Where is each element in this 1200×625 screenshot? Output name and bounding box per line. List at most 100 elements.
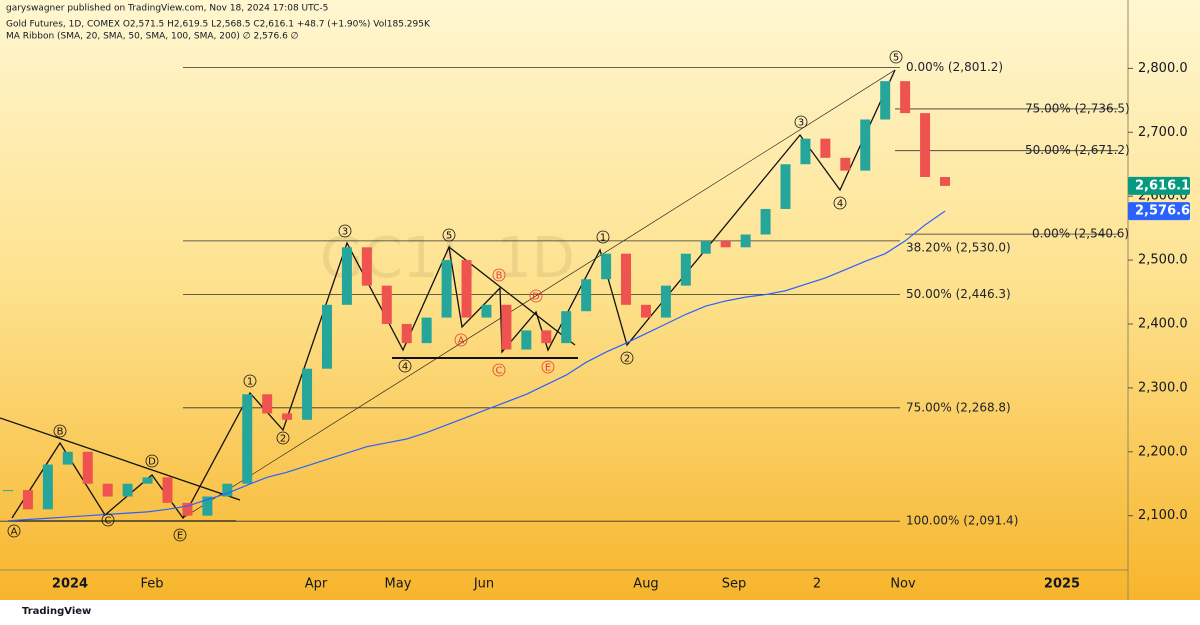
x-tick-label: 2: [813, 577, 821, 592]
wave-label: 1: [247, 377, 253, 388]
candle: [561, 311, 572, 344]
wave-circle: [145, 454, 159, 468]
candle: [740, 234, 751, 248]
wave-label: E: [545, 363, 551, 374]
wave-label: B: [496, 271, 503, 282]
x-tick-label: Jun: [473, 577, 494, 592]
wave-label: 2: [280, 434, 286, 445]
wave-circle: [541, 360, 555, 374]
x-tick-label: Nov: [890, 577, 916, 592]
candle: [840, 157, 851, 171]
wave-label: D: [532, 292, 540, 303]
y-tick-label: 2,700.0: [1138, 125, 1188, 140]
candle: [82, 451, 93, 484]
candle: [22, 490, 33, 510]
x-tick-label: May: [385, 577, 412, 592]
wave-label: D: [148, 457, 156, 468]
candle: [720, 240, 731, 248]
wave-circle: [492, 363, 506, 377]
wave-label: 3: [342, 227, 348, 238]
candle: [680, 253, 691, 286]
candle: [302, 368, 313, 420]
candle: [341, 247, 352, 305]
wave-circle: [276, 431, 290, 445]
x-tick-label: Feb: [140, 577, 163, 592]
wave-label: C: [496, 366, 503, 377]
wave-label: 3: [798, 118, 804, 129]
wave-circle: [53, 424, 67, 438]
candle: [621, 253, 632, 305]
price-tag-label: 2,616.1: [1135, 178, 1190, 193]
candle: [142, 477, 153, 484]
wave-circle: [833, 196, 847, 210]
candle: [700, 240, 711, 254]
candle: [760, 208, 771, 235]
wave-circle: [620, 351, 634, 365]
candle: [800, 138, 811, 165]
footer-logo: TradingView: [22, 606, 91, 617]
wave-circle: [454, 333, 468, 347]
wave-circle: [492, 268, 506, 282]
wave-label: 5: [446, 231, 452, 242]
candle: [581, 279, 592, 312]
fib-label: 38.20% (2,530.0): [906, 240, 1011, 254]
candle: [361, 247, 372, 286]
x-tick-label: Apr: [305, 577, 328, 592]
wave-label: 5: [893, 53, 899, 64]
candle: [900, 81, 911, 114]
candle: [262, 394, 273, 414]
wave-circle: [442, 228, 456, 242]
wave-circle: [7, 524, 21, 538]
candle: [940, 177, 950, 186]
fib-label: 50.00% (2,671.2): [1025, 143, 1130, 157]
wave-circle: [889, 50, 903, 64]
candle: [541, 330, 552, 344]
fib-label: 75.00% (2,736.5): [1025, 101, 1130, 115]
candle: [122, 483, 133, 497]
fib-label: 100.00% (2,091.4): [906, 514, 1018, 528]
candle: [860, 119, 871, 171]
fib-label: 0.00% (2,801.2): [906, 60, 1003, 74]
x-tick-label: 2024: [52, 577, 88, 592]
y-tick-label: 2,100.0: [1138, 508, 1188, 523]
publisher: garyswagner published on TradingView.com…: [6, 4, 328, 14]
y-tick-label: 2,800.0: [1138, 61, 1188, 76]
price-tag: [1128, 202, 1190, 221]
candle: [401, 323, 412, 344]
x-tick-label: 2025: [1044, 577, 1080, 592]
candle: [222, 483, 233, 497]
wave-label: E: [177, 531, 183, 542]
background: [0, 0, 1200, 600]
candle: [3, 490, 13, 492]
candle: [62, 451, 73, 465]
candle: [640, 304, 651, 318]
candle: [780, 164, 791, 209]
candle: [481, 304, 492, 318]
symbol-line: Gold Futures, 1D, COMEX O2,571.5 H2,619.…: [6, 20, 431, 30]
candle: [162, 477, 173, 503]
candle: [660, 285, 671, 318]
wave-label: C: [105, 516, 112, 527]
candle: [182, 502, 193, 516]
candle: [102, 483, 113, 497]
wave-label: B: [57, 427, 64, 438]
candle: [441, 260, 452, 318]
ma-line: [7, 210, 946, 522]
candle: [321, 304, 332, 369]
candle: [880, 81, 891, 120]
wave-label: 4: [402, 362, 408, 373]
wave-circle: [596, 230, 610, 244]
candle: [202, 496, 213, 516]
candle: [282, 413, 293, 420]
price-tag: [1128, 176, 1190, 195]
fib-label: 0.00% (2,540.6): [1032, 227, 1129, 241]
wave-circle: [794, 115, 808, 129]
candle: [381, 285, 392, 324]
wave-label: A: [458, 336, 465, 347]
wave-label: A: [11, 527, 18, 538]
wave-label: 4: [837, 199, 843, 210]
price-tag-label: 2,576.6: [1135, 204, 1190, 219]
wave-circle: [529, 289, 543, 303]
